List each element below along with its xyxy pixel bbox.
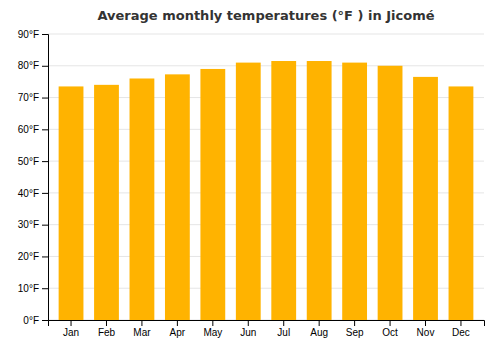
tick-mark	[42, 34, 48, 35]
bar	[165, 74, 190, 320]
tick: May	[203, 320, 222, 338]
bar	[59, 86, 84, 320]
tick-mark	[141, 320, 142, 326]
tick-mark	[42, 320, 48, 321]
tick-label: 20°F	[18, 251, 39, 262]
tick-mark	[390, 320, 391, 326]
bar	[342, 63, 367, 320]
tick-mark	[71, 320, 72, 326]
tick-label: Jan	[63, 327, 79, 338]
y-axis: 0°F 10°F 20°F 30°F 40°F 50°F 60°F 70°F 80°F 90°F	[18, 29, 49, 326]
tick-label: 70°F	[18, 92, 39, 103]
chart: 0°F 10°F 20°F 30°F 40°F 50°F 60°F 70°F 80°F 90°F J…	[0, 0, 500, 350]
x-axis: Jan Feb Mar Apr May Jun Jul Aug Sep Oct Nov Dec	[49, 320, 485, 338]
tick-label: Oct	[382, 327, 398, 338]
tick: 0°F	[23, 315, 48, 326]
tick-mark	[212, 320, 213, 326]
bar	[94, 85, 119, 320]
tick: Nov	[417, 320, 435, 338]
bar	[378, 66, 403, 320]
tick: Dec	[452, 320, 470, 338]
tick-mark	[248, 320, 249, 326]
tick-mark	[106, 320, 107, 326]
tick-mark	[42, 129, 48, 130]
tick-label: May	[203, 327, 222, 338]
tick: 40°F	[18, 188, 48, 199]
tick-mark	[425, 320, 426, 326]
bar	[200, 69, 225, 320]
grid	[48, 34, 484, 320]
tick-label: Jun	[240, 327, 256, 338]
tick: Jul	[277, 320, 290, 338]
tick-label: 60°F	[18, 124, 39, 135]
tick-mark	[42, 256, 48, 257]
tick-label: Apr	[170, 327, 186, 338]
tick-mark	[42, 98, 48, 99]
tick-label: 30°F	[18, 219, 39, 230]
tick-label: Aug	[310, 327, 328, 338]
tick-mark	[42, 193, 48, 194]
tick-label: Feb	[98, 327, 116, 338]
tick-label: 0°F	[23, 315, 39, 326]
tick-label: 80°F	[18, 60, 39, 71]
tick-label: Mar	[133, 327, 151, 338]
tick: 20°F	[18, 251, 48, 262]
title: Average monthly temperatures (°F ) in Ji…	[97, 8, 434, 23]
plot: 0°F 10°F 20°F 30°F 40°F 50°F 60°F 70°F 80°F 90°F J…	[18, 29, 485, 338]
bar	[449, 86, 474, 320]
bar	[130, 78, 155, 320]
bar	[271, 61, 296, 320]
tick-label: Nov	[417, 327, 435, 338]
axis-line	[42, 35, 49, 321]
tick-mark	[42, 66, 48, 67]
tick: 10°F	[18, 283, 48, 294]
bar	[236, 63, 261, 320]
tick: 80°F	[18, 60, 48, 71]
grid-line	[48, 65, 484, 66]
tick: Aug	[310, 320, 328, 338]
tick: Sep	[346, 320, 364, 338]
tick-mark	[354, 320, 355, 326]
tick-mark	[42, 161, 48, 162]
bar	[307, 61, 332, 320]
tick-mark	[42, 288, 48, 289]
tick: 70°F	[18, 92, 48, 103]
tick: Oct	[382, 320, 398, 338]
tick: Mar	[133, 320, 151, 338]
tick-label: 50°F	[18, 156, 39, 167]
bar	[413, 77, 438, 320]
tick: 50°F	[18, 156, 48, 167]
grid-line	[48, 34, 484, 35]
axis-line	[49, 321, 485, 327]
tick: Feb	[98, 320, 116, 338]
tick: 30°F	[18, 219, 48, 230]
tick: Jan	[63, 320, 79, 338]
tick: Jun	[240, 320, 256, 338]
tick-label: 40°F	[18, 188, 39, 199]
tick-label: Jul	[277, 327, 290, 338]
tick: Apr	[170, 320, 186, 338]
tick-label: Dec	[452, 327, 470, 338]
tick-mark	[460, 320, 461, 326]
tick: 90°F	[18, 29, 48, 40]
tick-mark	[283, 320, 284, 326]
tick-label: Sep	[346, 327, 364, 338]
tick: 60°F	[18, 124, 48, 135]
tick-mark	[177, 320, 178, 326]
tick-label: 10°F	[18, 283, 39, 294]
tick-label: 90°F	[18, 29, 39, 40]
tick-mark	[42, 225, 48, 226]
tick-mark	[319, 320, 320, 326]
bars	[59, 61, 474, 320]
